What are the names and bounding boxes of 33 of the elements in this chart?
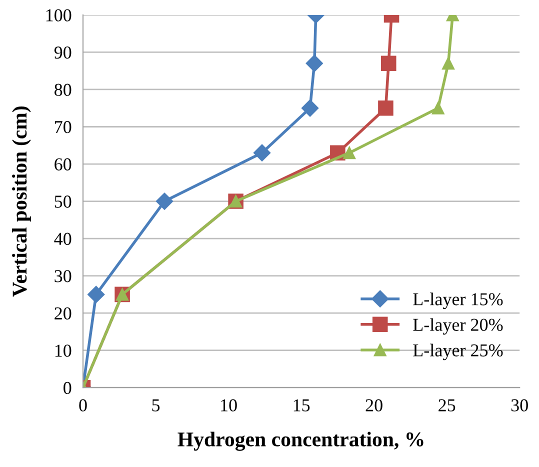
legend-label: L-layer 15% — [413, 292, 503, 310]
point — [301, 100, 319, 117]
legend-label: L-layer 25% — [413, 344, 503, 360]
y-tick-label: 60 — [54, 158, 72, 170]
x-tick-label: 25 — [438, 399, 456, 412]
x-tick-label: 5 — [152, 399, 160, 412]
point — [88, 286, 105, 303]
point — [156, 192, 174, 210]
y-tick-label: 10 — [55, 344, 72, 357]
y-tick-label: 50 — [54, 196, 72, 208]
point — [432, 102, 444, 114]
y-tick-label: 0 — [64, 382, 72, 394]
x-tick-label: 0 — [79, 399, 87, 412]
legend-label: L-layer 20% — [413, 318, 503, 335]
point — [253, 144, 271, 162]
x-tick-label: 20 — [366, 399, 382, 412]
x-axis-title: Hydrogen concentration, % — [178, 432, 424, 451]
y-tick-label: 90 — [54, 46, 72, 59]
point — [442, 57, 455, 70]
y-tick-label: 30 — [54, 270, 72, 282]
point — [378, 100, 394, 116]
y-tick-label: 80 — [54, 84, 72, 96]
point — [380, 56, 396, 72]
x-tick-label: 15 — [294, 399, 310, 412]
y-tick-label: 20 — [54, 307, 72, 320]
y-axis-title: Vertical position (cm) — [12, 106, 31, 297]
point — [306, 54, 323, 72]
point — [343, 146, 356, 160]
x-tick-label: 30 — [511, 399, 528, 412]
y-tick-label: 70 — [55, 121, 72, 134]
y-tick-label: 100 — [46, 9, 72, 22]
x-tick-label: 10 — [221, 399, 237, 412]
y-tick-label: 40 — [54, 232, 72, 245]
